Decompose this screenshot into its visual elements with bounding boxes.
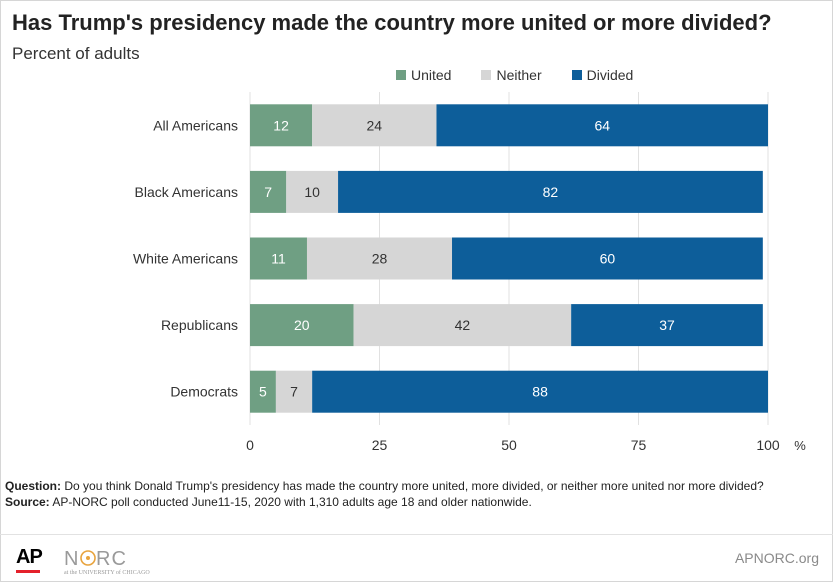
svg-text:at the UNIVERSITY of CHICAGO: at the UNIVERSITY of CHICAGO xyxy=(64,569,150,575)
data-label-neither: 42 xyxy=(455,317,471,333)
legend-item-neither: Neither xyxy=(481,67,542,83)
data-label-united: 5 xyxy=(259,384,267,400)
data-label-divided: 64 xyxy=(594,117,610,133)
chart-legend: United Neither Divided xyxy=(396,66,663,84)
source-note: Source: AP-NORC poll conducted June11-15… xyxy=(5,494,815,510)
site-url: APNORC.org xyxy=(734,550,819,566)
bar-divided xyxy=(338,170,763,213)
x-tick-label: 100 xyxy=(756,437,780,453)
svg-text:RC: RC xyxy=(96,548,127,570)
data-label-neither: 28 xyxy=(372,251,388,267)
category-label: White Americans xyxy=(133,251,238,267)
data-label-neither: 24 xyxy=(367,117,383,133)
legend-swatch-divided xyxy=(571,70,582,80)
data-label-divided: 88 xyxy=(532,384,548,400)
question-text: Do you think Donald Trump's presidency h… xyxy=(64,479,764,493)
bar-neither xyxy=(286,170,339,213)
x-tick-label: 0 xyxy=(246,437,254,453)
x-tick-label: 75 xyxy=(631,437,647,453)
data-label-united: 7 xyxy=(264,184,272,200)
x-unit-label: % xyxy=(794,438,806,453)
legend-item-divided: Divided xyxy=(571,67,634,83)
source-text: AP-NORC poll conducted June11-15, 2020 w… xyxy=(52,495,532,509)
bar-neither xyxy=(275,370,313,413)
question-note: Question: Do you think Donald Trump's pr… xyxy=(5,478,815,494)
legend-swatch-united xyxy=(396,70,406,80)
data-label-divided: 37 xyxy=(659,317,675,333)
question-label: Question: xyxy=(5,479,61,493)
legend-label-divided: Divided xyxy=(586,67,634,83)
chart-notes: Question: Do you think Donald Trump's pr… xyxy=(5,478,815,510)
footer-divider xyxy=(0,534,833,535)
bar-neither xyxy=(312,104,437,147)
bar-united xyxy=(250,370,276,413)
data-label-neither: 7 xyxy=(290,384,298,400)
legend-item-united: United xyxy=(396,67,451,83)
data-label-divided: 82 xyxy=(543,184,559,200)
category-label: All Americans xyxy=(153,117,238,133)
svg-text:N: N xyxy=(64,548,79,570)
x-tick-label: 50 xyxy=(501,437,517,453)
x-tick-label: 25 xyxy=(372,437,388,453)
data-label-divided: 60 xyxy=(600,251,616,267)
norc-logo: N RC at the UNIVERSITY of CHICAGO xyxy=(64,548,150,575)
category-label: Republicans xyxy=(161,317,238,333)
ap-logo-bar xyxy=(16,570,40,573)
bar-united xyxy=(250,304,354,347)
legend-label-united: United xyxy=(411,67,452,83)
stacked-bar-chart: All Americans 12 24 64 Black Americans 7 10 82 W… xyxy=(133,92,806,453)
bar-neither xyxy=(353,304,572,347)
legend-swatch-neither xyxy=(481,70,492,80)
data-label-united: 12 xyxy=(273,117,289,133)
chart-title: Has Trump's presidency made the country … xyxy=(12,10,772,35)
category-label: Black Americans xyxy=(135,184,238,200)
bar-divided xyxy=(452,237,763,280)
ap-logo: AP xyxy=(16,546,43,568)
source-label: Source: xyxy=(5,495,50,509)
bar-divided xyxy=(312,370,768,413)
data-label-united: 11 xyxy=(271,251,286,267)
bar-neither xyxy=(306,237,453,280)
chart-subtitle: Percent of adults xyxy=(12,44,140,63)
bar-divided xyxy=(436,104,768,147)
data-label-neither: 10 xyxy=(304,184,320,200)
data-label-united: 20 xyxy=(294,317,310,333)
legend-label-neither: Neither xyxy=(496,67,542,83)
category-label: Democrats xyxy=(170,384,238,400)
bar-united xyxy=(250,104,313,147)
bar-united xyxy=(250,237,307,280)
bar-united xyxy=(250,170,287,213)
bar-divided xyxy=(571,304,763,347)
